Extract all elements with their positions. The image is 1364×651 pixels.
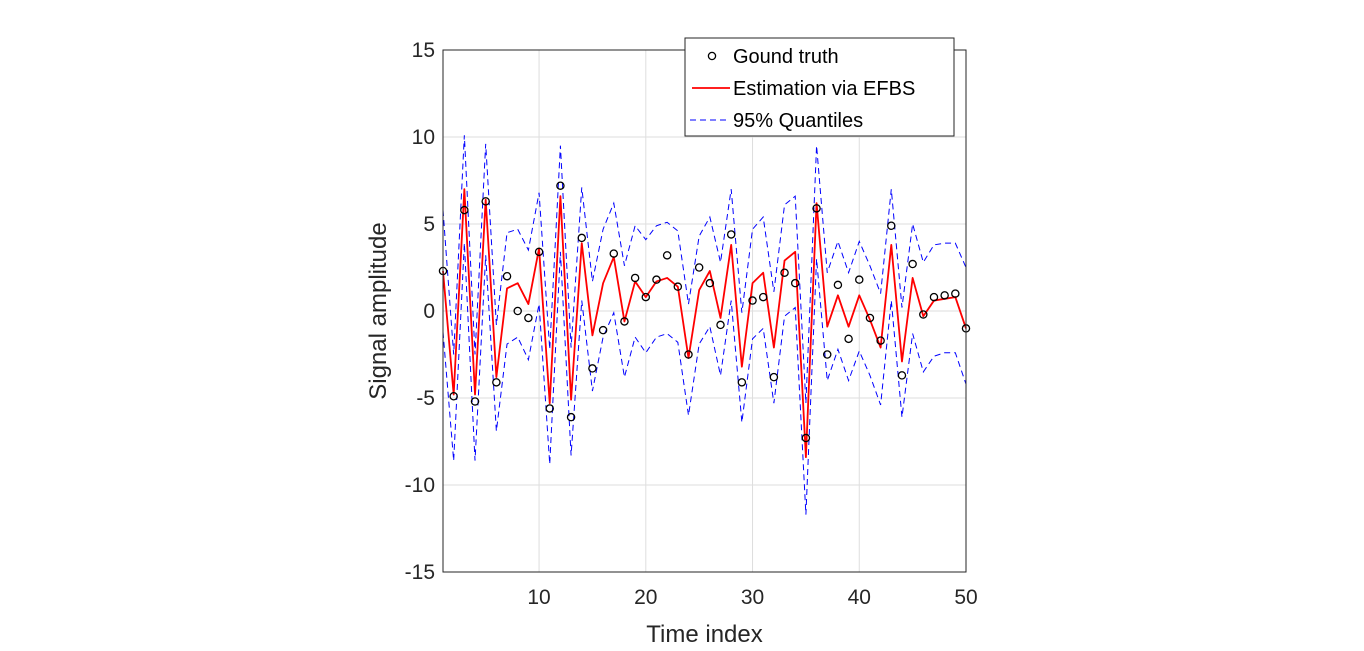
ground-truth-point [460,205,469,215]
y-tick-label: 5 [423,213,435,236]
ground-truth-point [524,313,533,323]
legend-label-quantiles: 95% Quantiles [733,110,863,132]
ground-truth-point [534,247,544,257]
ground-truth-point [716,320,725,330]
legend-marker-ground-truth [707,51,717,61]
ground-truth-point [577,233,587,243]
tick-labels: 10 20 30 40 50 -15 -10 -5 0 5 10 15 [405,39,978,609]
ground-truth-point [780,268,789,277]
grid-lines [443,49,967,573]
y-tick-label: -5 [416,387,435,410]
legend-label-estimation: Estimation via EFBS [733,78,915,100]
y-tick-label: 0 [423,300,435,323]
upper-quantile-line [442,135,967,404]
x-tick-label: 50 [954,586,977,609]
ground-truth-point [940,291,949,300]
ground-truth-point [566,412,576,422]
ground-truth-point [620,317,629,326]
legend-label-ground-truth: Gound truth [733,46,839,68]
y-axis-label: Signal amplitude [365,222,392,399]
ground-truth-point [822,350,832,359]
lower-quantile-line [442,243,967,515]
ground-truth-point [748,296,757,305]
ground-truth-point [844,334,853,344]
ground-truth-point [887,221,896,230]
ground-truth-point [470,397,480,406]
ground-truth-point [652,275,661,284]
ground-truth-point [737,378,747,387]
x-tick-label: 10 [527,586,550,609]
ground-truth-point [630,273,640,283]
x-tick-label: 30 [741,586,764,609]
ground-truth-point [897,371,907,380]
ground-truth-point [492,378,501,387]
y-tick-label: 10 [412,126,435,149]
legend-box [684,37,955,137]
ground-truth-point [855,275,864,284]
series-group [438,135,971,515]
y-tick-label: 15 [412,39,435,62]
ground-truth-point [758,292,768,302]
ground-truth-point [513,306,522,316]
ground-truth-point [481,197,490,206]
ground-truth-point [609,249,619,258]
ground-truth-point [951,289,960,298]
estimation-line [442,188,967,459]
ground-truth-point [929,292,939,302]
x-axis-label: Time index [646,621,762,648]
ground-truth-point [833,280,843,290]
ground-truth-point [865,313,875,323]
ground-truth-point [662,251,672,260]
ground-truth-point [812,204,821,213]
ground-truth-point [694,263,704,272]
ground-truth-point [769,372,779,382]
ground-truth-point [556,181,565,190]
ground-truth-point [502,271,512,281]
ground-truth-point [673,282,683,291]
ground-truth-point [705,278,715,288]
ground-truth-point [545,404,554,413]
y-tick-label: -15 [405,561,435,584]
ground-truth-point [588,364,597,373]
ground-truth-point [876,336,885,345]
ground-truth-point [684,350,693,359]
x-tick-label: 20 [634,586,657,609]
ground-truth-point [641,292,651,302]
ground-truth-point [908,259,917,269]
legend: Gound truth Estimation via EFBS 95% Quan… [684,37,955,137]
ground-truth-point [598,325,608,335]
ground-truth-point [919,310,928,319]
ground-truth-point [790,278,800,288]
ground-truth-point [726,230,736,239]
ground-truth-point [449,392,458,401]
y-tick-label: -10 [405,474,435,497]
x-tick-label: 40 [848,586,871,609]
ground-truth-point [801,433,811,443]
